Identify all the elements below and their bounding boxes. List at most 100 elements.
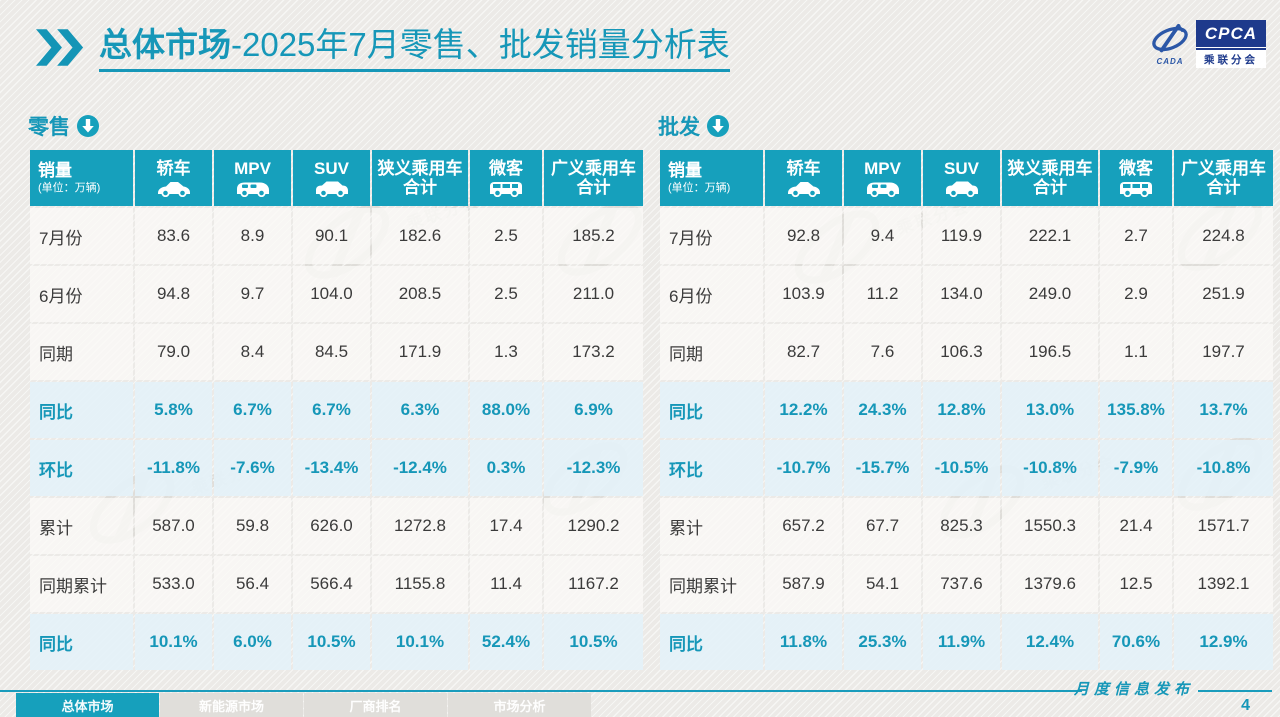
download-arrow-icon bbox=[707, 115, 729, 137]
download-arrow-icon bbox=[77, 115, 99, 137]
section-label-wholesale: 批发 bbox=[658, 112, 1278, 140]
row-label: 7月份 bbox=[30, 208, 133, 264]
value-cell: 185.2 bbox=[544, 208, 643, 264]
value-cell: 70.6% bbox=[1100, 614, 1172, 670]
suv-icon bbox=[924, 180, 999, 198]
value-cell: 566.4 bbox=[293, 556, 370, 612]
value-cell: 2.5 bbox=[470, 208, 542, 264]
column-header: 微客 bbox=[1100, 150, 1172, 206]
column-label: 合计 bbox=[1033, 178, 1067, 197]
retail-section: 零售 销量 (单位：万辆) 轿车 MPV SUV 狭义乘用车 合计 微客 广义乘用车 合计 7月份 8… bbox=[28, 112, 648, 672]
row-label: 7月份 bbox=[660, 208, 763, 264]
section-title: 零售 bbox=[28, 116, 70, 139]
section-label-retail: 零售 bbox=[28, 112, 648, 140]
value-cell: 737.6 bbox=[923, 556, 1000, 612]
van-icon bbox=[471, 180, 541, 198]
value-cell: 182.6 bbox=[372, 208, 468, 264]
value-cell: 52.4% bbox=[470, 614, 542, 670]
column-header: 轿车 bbox=[135, 150, 212, 206]
value-cell: 1.1 bbox=[1100, 324, 1172, 380]
publication-label: 月度信息发布 bbox=[1073, 680, 1194, 698]
column-label: 轿车 bbox=[786, 158, 821, 178]
footer-rule-right bbox=[1198, 690, 1272, 692]
value-cell: 13.0% bbox=[1002, 382, 1098, 438]
value-cell: 10.5% bbox=[544, 614, 643, 670]
cpca-badge: CPCA 乘联分会 bbox=[1196, 20, 1266, 68]
table-row: 6月份 103.9 11.2 134.0 249.0 2.9 251.9 bbox=[660, 266, 1273, 322]
tab-oem-ranking[interactable]: 厂商排名 bbox=[304, 693, 447, 717]
value-cell: 92.8 bbox=[765, 208, 842, 264]
value-cell: 12.9% bbox=[1174, 614, 1273, 670]
mpv-icon bbox=[215, 180, 290, 198]
value-cell: 94.8 bbox=[135, 266, 212, 322]
table-row: 环比 -11.8% -7.6% -13.4% -12.4% 0.3% -12.3% bbox=[30, 440, 643, 496]
row-label: 6月份 bbox=[660, 266, 763, 322]
value-cell: 657.2 bbox=[765, 498, 842, 554]
cpca-swoosh-icon bbox=[1152, 23, 1188, 52]
table-row: 同期 79.0 8.4 84.5 171.9 1.3 173.2 bbox=[30, 324, 643, 380]
value-cell: 1571.7 bbox=[1174, 498, 1273, 554]
value-cell: 12.8% bbox=[923, 382, 1000, 438]
value-cell: -7.6% bbox=[214, 440, 291, 496]
value-cell: 0.3% bbox=[470, 440, 542, 496]
value-cell: 11.8% bbox=[765, 614, 842, 670]
table-row: 同比 10.1% 6.0% 10.5% 10.1% 52.4% 10.5% bbox=[30, 614, 643, 670]
value-cell: 587.9 bbox=[765, 556, 842, 612]
value-cell: 1272.8 bbox=[372, 498, 468, 554]
row-label: 同比 bbox=[30, 614, 133, 670]
value-cell: 211.0 bbox=[544, 266, 643, 322]
column-header: 广义乘用车 合计 bbox=[544, 150, 643, 206]
table-row: 同期累计 587.9 54.1 737.6 1379.6 12.5 1392.1 bbox=[660, 556, 1273, 612]
tab-nev-market[interactable]: 新能源市场 bbox=[160, 693, 303, 717]
table-row: 同期累计 533.0 56.4 566.4 1155.8 11.4 1167.2 bbox=[30, 556, 643, 612]
row-label: 同比 bbox=[660, 382, 763, 438]
table-row: 同期 82.7 7.6 106.3 196.5 1.1 197.7 bbox=[660, 324, 1273, 380]
page-title: 总体市场-2025年7月零售、批发销量分析表 bbox=[99, 26, 730, 73]
value-cell: 1290.2 bbox=[544, 498, 643, 554]
value-cell: 8.4 bbox=[214, 324, 291, 380]
value-cell: 13.7% bbox=[1174, 382, 1273, 438]
row-label: 同期累计 bbox=[660, 556, 763, 612]
table-row: 7月份 92.8 9.4 119.9 222.1 2.7 224.8 bbox=[660, 208, 1273, 264]
column-label: 狭义乘用车 bbox=[1007, 158, 1093, 178]
value-cell: 1392.1 bbox=[1174, 556, 1273, 612]
tab-overall-market[interactable]: 总体市场 bbox=[16, 693, 159, 717]
value-cell: 2.7 bbox=[1100, 208, 1172, 264]
column-header: 轿车 bbox=[765, 150, 842, 206]
unit-sub: (单位：万辆) bbox=[668, 182, 731, 195]
value-cell: 251.9 bbox=[1174, 266, 1273, 322]
value-cell: 106.3 bbox=[923, 324, 1000, 380]
double-chevron-icon bbox=[36, 29, 86, 71]
value-cell: 1.3 bbox=[470, 324, 542, 380]
unit-label: 销量 bbox=[668, 161, 702, 181]
value-cell: -10.7% bbox=[765, 440, 842, 496]
sedan-icon bbox=[766, 180, 841, 198]
value-cell: 6.9% bbox=[544, 382, 643, 438]
value-cell: -11.8% bbox=[135, 440, 212, 496]
column-label: 狭义乘用车 bbox=[377, 158, 463, 178]
value-cell: 83.6 bbox=[135, 208, 212, 264]
value-cell: 5.8% bbox=[135, 382, 212, 438]
value-cell: -12.3% bbox=[544, 440, 643, 496]
value-cell: 12.5 bbox=[1100, 556, 1172, 612]
value-cell: 6.7% bbox=[293, 382, 370, 438]
cpca-logo: CADA CPCA 乘联分会 bbox=[1149, 20, 1266, 68]
value-cell: 11.9% bbox=[923, 614, 1000, 670]
column-label: 合计 bbox=[403, 178, 437, 197]
value-cell: 12.4% bbox=[1002, 614, 1098, 670]
table-row: 累计 587.0 59.8 626.0 1272.8 17.4 1290.2 bbox=[30, 498, 643, 554]
column-label: 轿车 bbox=[156, 158, 191, 178]
tab-market-analysis[interactable]: 市场分析 bbox=[448, 693, 591, 717]
value-cell: -15.7% bbox=[844, 440, 921, 496]
value-cell: 208.5 bbox=[372, 266, 468, 322]
table-row: 7月份 83.6 8.9 90.1 182.6 2.5 185.2 bbox=[30, 208, 643, 264]
value-cell: 25.3% bbox=[844, 614, 921, 670]
value-cell: 1167.2 bbox=[544, 556, 643, 612]
value-cell: 171.9 bbox=[372, 324, 468, 380]
table-row: 同比 5.8% 6.7% 6.7% 6.3% 88.0% 6.9% bbox=[30, 382, 643, 438]
column-header: 狭义乘用车 合计 bbox=[1002, 150, 1098, 206]
column-header: MPV bbox=[214, 150, 291, 206]
value-cell: 2.9 bbox=[1100, 266, 1172, 322]
unit-header-cell: 销量 (单位：万辆) bbox=[660, 150, 763, 206]
